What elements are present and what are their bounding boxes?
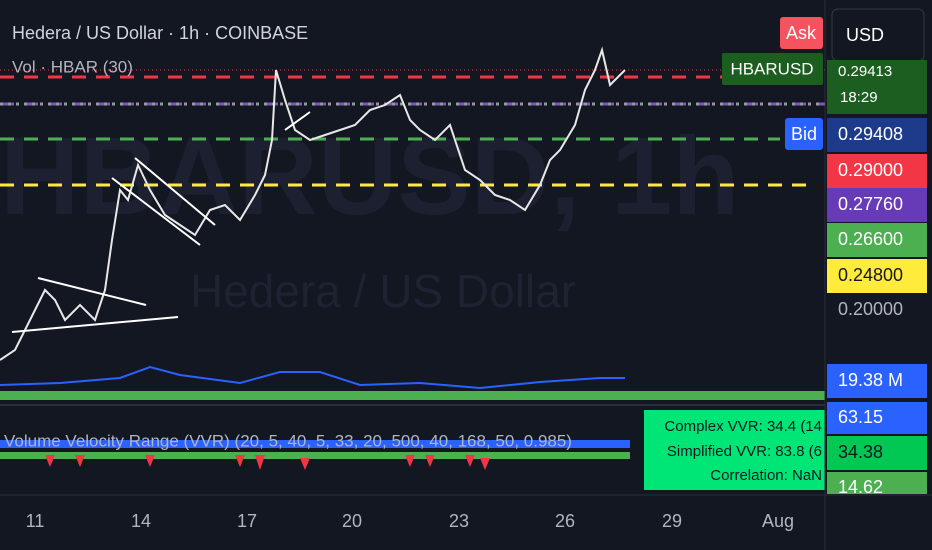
yellow-price: 0.24800 xyxy=(838,265,903,285)
vvr-value: 63.15 xyxy=(838,407,883,427)
ask-label[interactable]: Ask xyxy=(786,23,817,43)
time-label: 17 xyxy=(237,511,257,531)
vvr-markers xyxy=(45,455,490,470)
trendline xyxy=(134,157,216,226)
volume-indicator: Vol · HBAR (30) xyxy=(12,57,133,76)
volume-band xyxy=(0,391,825,400)
vvr-value: 14.62 xyxy=(838,477,883,497)
red-tag xyxy=(827,154,927,188)
volume-value: 19.38 M xyxy=(838,370,903,390)
grey-price: 0.20000 xyxy=(838,299,903,319)
time-label: 11 xyxy=(26,511,45,531)
time-label: 26 xyxy=(555,511,575,531)
vvr-tag xyxy=(827,402,927,434)
vvr-tag xyxy=(827,436,927,470)
red-price: 0.29000 xyxy=(838,160,903,180)
trendline xyxy=(37,277,147,306)
trendline xyxy=(111,177,201,246)
countdown: 18:29 xyxy=(840,89,878,106)
time-label: 29 xyxy=(662,511,682,531)
countdown-tag xyxy=(827,84,927,114)
time-label: 23 xyxy=(449,511,469,531)
purple-price: 0.27760 xyxy=(838,194,903,214)
volume-ma xyxy=(0,365,625,390)
trendline xyxy=(11,316,179,333)
last-price-tag xyxy=(827,60,927,84)
ask-button[interactable] xyxy=(780,17,823,49)
time-axis: 11 14 17 20 23 26 29 Aug xyxy=(26,511,794,531)
trendline xyxy=(284,111,311,131)
time-label: 20 xyxy=(342,511,362,531)
currency-label[interactable]: USD xyxy=(846,25,884,45)
vvr-value: 34.38 xyxy=(838,442,883,462)
indicator-name: Volume Velocity Range (VVR) (20, 5, 40, … xyxy=(4,431,572,450)
info-simplified: Simplified VVR: 83.8 (6 xyxy=(667,443,822,460)
volume-tag xyxy=(827,364,927,398)
watermark-name: Hedera / US Dollar xyxy=(190,265,576,317)
vvr-info-box xyxy=(644,410,825,490)
vvr-band xyxy=(0,440,630,448)
bid-price-tag xyxy=(827,118,927,152)
bid-price: 0.29408 xyxy=(838,124,903,144)
purple-tag xyxy=(827,188,927,222)
chart-title: Hedera / US Dollar · 1h · COINBASE xyxy=(12,23,308,43)
info-correlation: Correlation: NaN xyxy=(710,467,822,484)
watermark-symbol: HBARUSD, 1h xyxy=(0,115,740,238)
vvr-band xyxy=(0,452,630,459)
yellow-tag xyxy=(827,259,927,293)
time-label: 14 xyxy=(131,511,151,531)
time-label: Aug xyxy=(762,511,794,531)
bid-label[interactable]: Bid xyxy=(791,124,817,144)
symbol-label[interactable]: HBARUSD xyxy=(730,59,813,78)
info-complex: Complex VVR: 34.4 (14 xyxy=(664,418,822,435)
bid-button[interactable] xyxy=(785,118,823,150)
last-price: 0.29413 xyxy=(838,63,892,80)
price-path xyxy=(0,46,626,361)
green-tag xyxy=(827,223,927,257)
green-price: 0.26600 xyxy=(838,229,903,249)
symbol-tag[interactable] xyxy=(722,53,823,85)
vvr-tag xyxy=(827,472,927,494)
